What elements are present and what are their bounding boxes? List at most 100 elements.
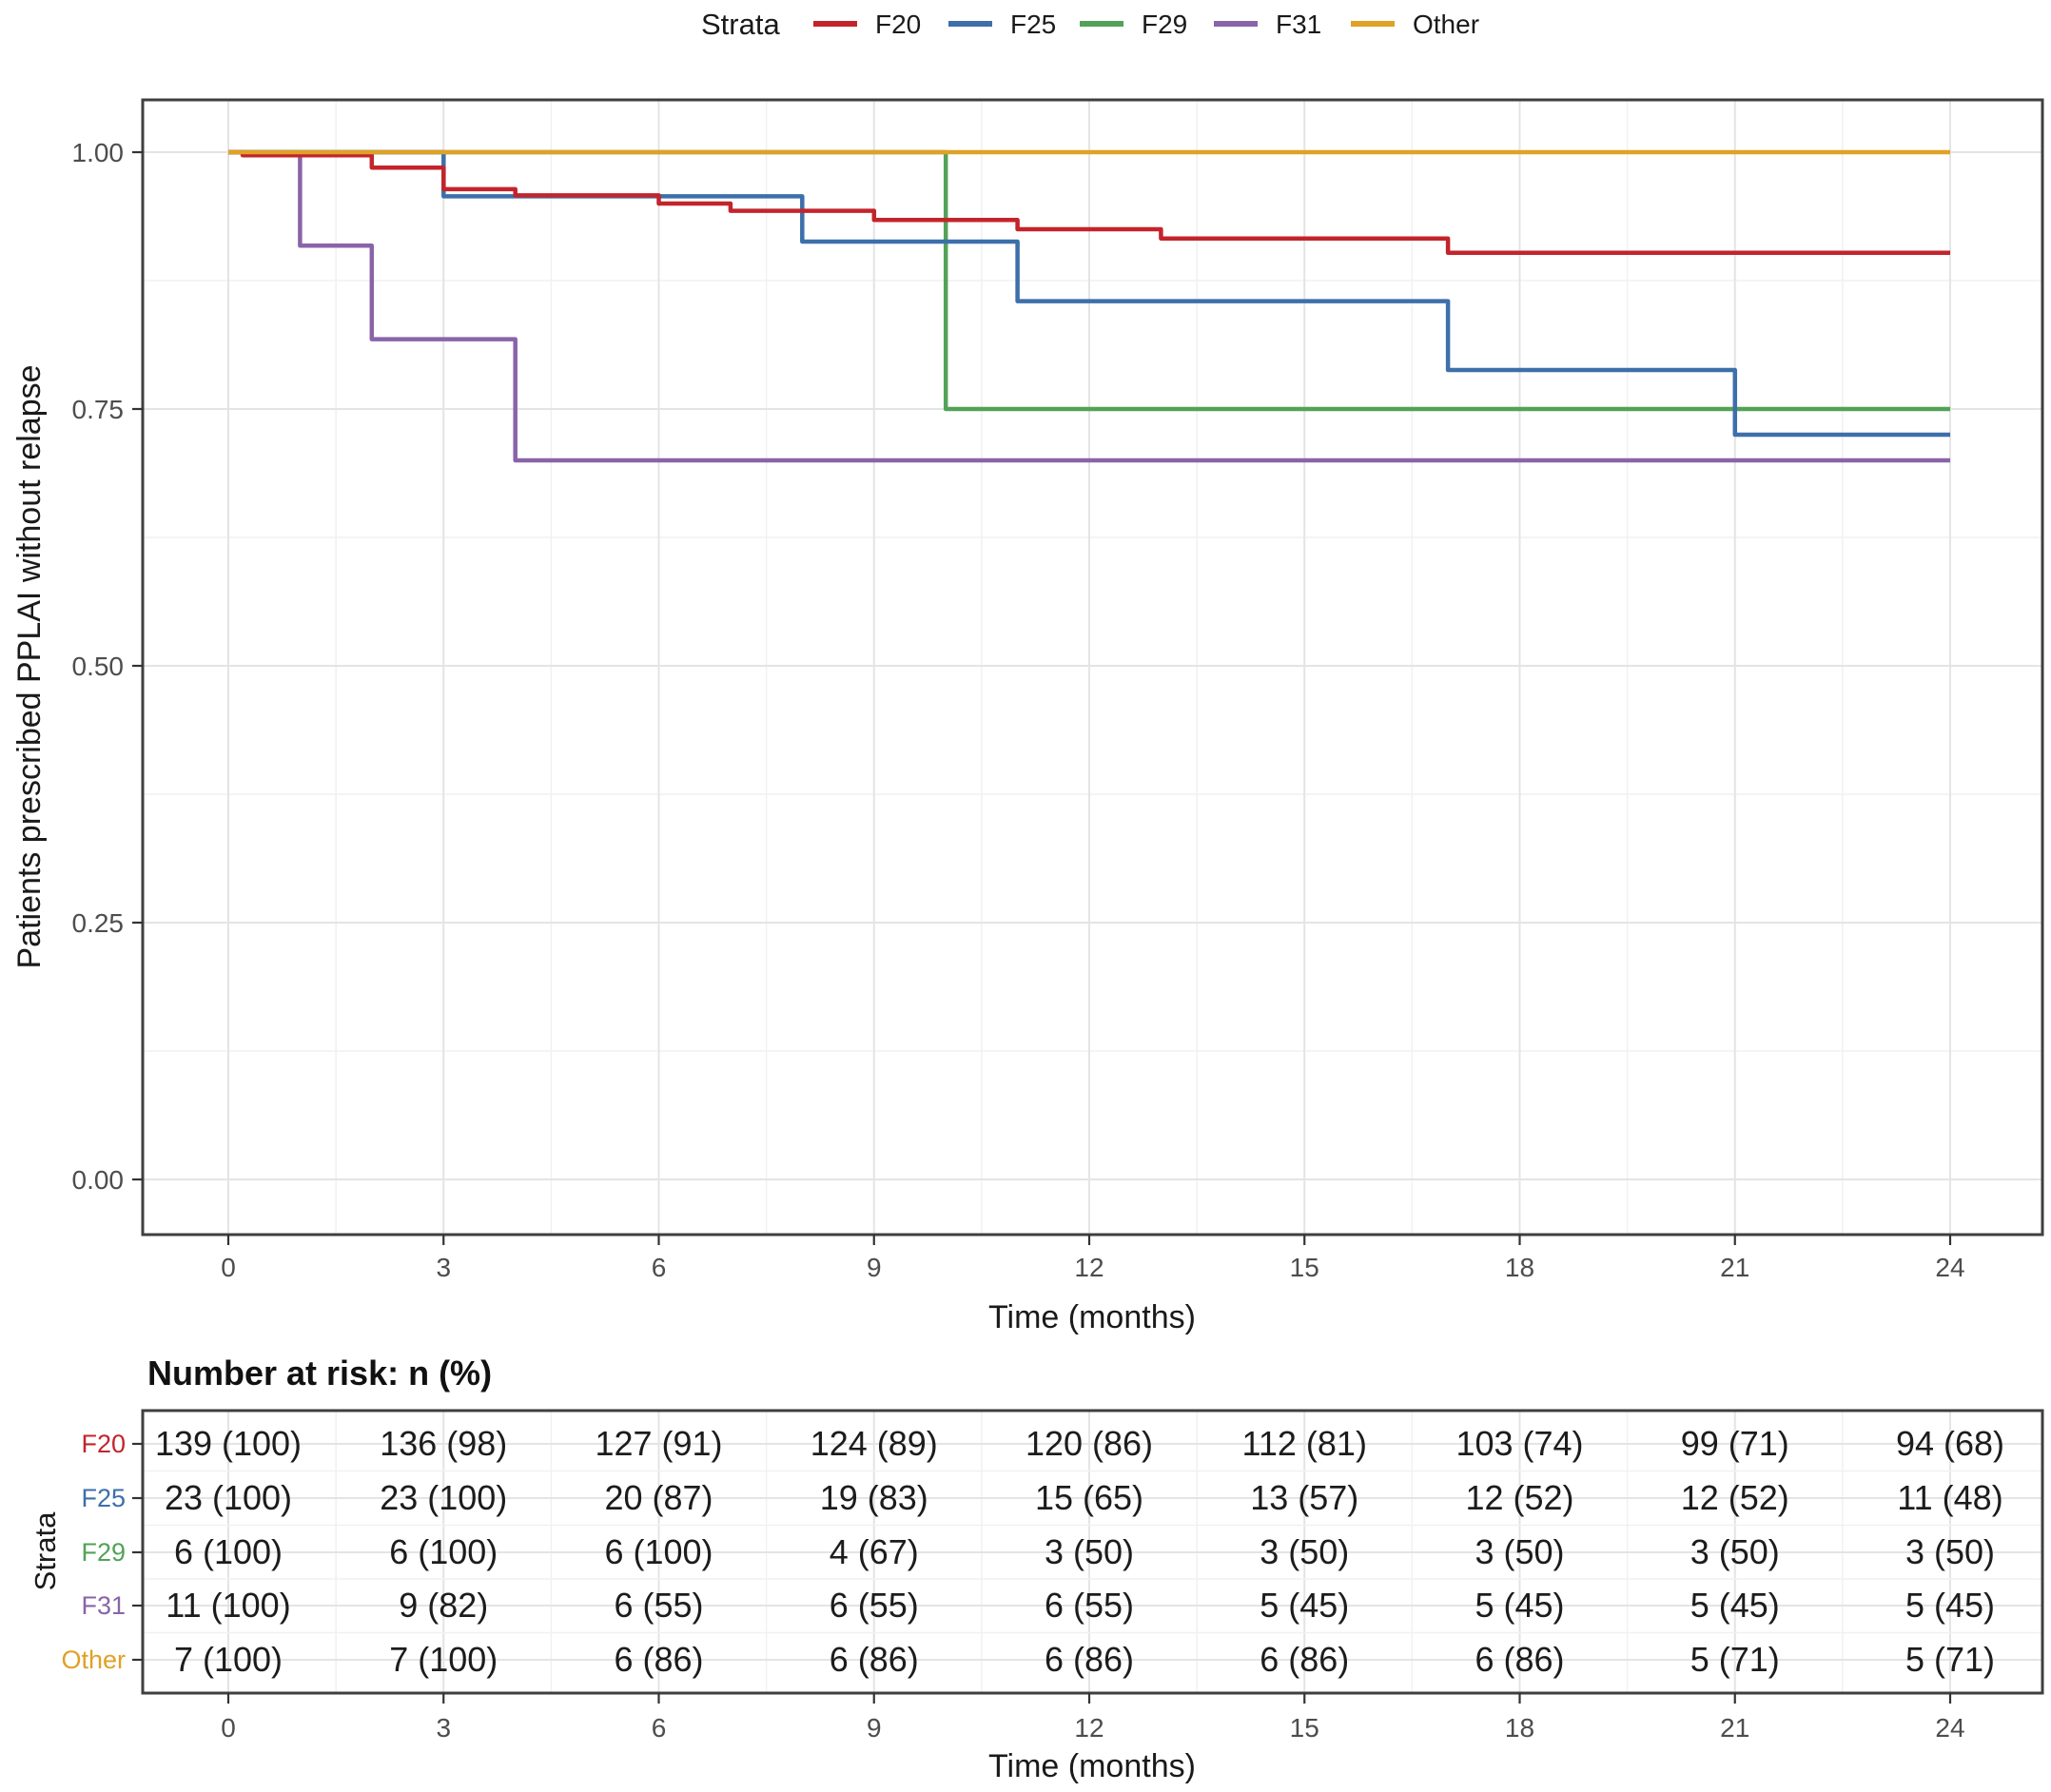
risk-table-title: Number at risk: n (%) <box>147 1354 492 1393</box>
risk-cell: 11 (48) <box>1897 1478 2002 1517</box>
table-x-tick-label: 21 <box>1720 1713 1749 1743</box>
risk-cell: 12 (52) <box>1465 1478 1573 1517</box>
risk-cell: 124 (89) <box>811 1424 938 1463</box>
risk-table-x-title: Time (months) <box>988 1748 1196 1784</box>
risk-cell: 20 (87) <box>604 1478 713 1517</box>
y-tick-label: 0.25 <box>72 908 125 938</box>
y-tick-label: 0.00 <box>72 1165 125 1195</box>
table-x-tick-label: 18 <box>1505 1713 1534 1743</box>
legend-label-F29: F29 <box>1142 10 1187 39</box>
risk-cell: 6 (86) <box>1260 1640 1349 1679</box>
risk-cell: 7 (100) <box>174 1640 283 1679</box>
row-label-F31: F31 <box>81 1591 126 1620</box>
risk-cell: 6 (86) <box>830 1640 919 1679</box>
row-label-F25: F25 <box>81 1484 126 1512</box>
risk-cell: 3 (50) <box>1045 1532 1134 1571</box>
risk-cell: 23 (100) <box>165 1478 292 1517</box>
risk-cell: 6 (100) <box>174 1532 283 1571</box>
risk-cell: 3 (50) <box>1905 1532 1995 1571</box>
risk-table: Number at risk: n (%) Strata F20 139 (100… <box>29 1354 2044 1784</box>
risk-cell: 6 (86) <box>1475 1640 1564 1679</box>
legend-entry-F29: F29 <box>1080 10 1187 39</box>
legend-entry-Other: Other <box>1351 10 1479 39</box>
plot-panel-border <box>141 98 2044 1237</box>
row-label-Other: Other <box>61 1646 126 1674</box>
risk-cell: 103 (74) <box>1455 1424 1583 1463</box>
table-x-tick-label: 0 <box>221 1713 236 1743</box>
legend-label-F25: F25 <box>1010 10 1056 39</box>
risk-cell: 3 (50) <box>1260 1532 1349 1571</box>
curve-F20 <box>228 149 1950 256</box>
risk-cell: 6 (100) <box>604 1532 713 1571</box>
risk-table-row-F25: F25 23 (100) 23 (100) 20 (87) 19 (83) 15 (65)… <box>81 1478 2002 1517</box>
legend-label-F20: F20 <box>875 10 921 39</box>
risk-cell: 7 (100) <box>389 1640 498 1679</box>
risk-cell: 99 (71) <box>1681 1424 1789 1463</box>
table-x-tick-label: 6 <box>652 1713 667 1743</box>
risk-table-rows: F20 139 (100) 136 (98) 127 (91) 124 (89) 120 … <box>61 1424 2004 1679</box>
curve-F31 <box>228 149 1950 463</box>
row-label-F20: F20 <box>81 1430 126 1458</box>
risk-cell: 5 (45) <box>1475 1586 1564 1625</box>
risk-cell: 11 (100) <box>166 1586 290 1625</box>
table-x-tick-label: 12 <box>1074 1713 1104 1743</box>
legend-entry-F31: F31 <box>1214 10 1321 39</box>
x-tick-label: 3 <box>436 1253 451 1282</box>
risk-cell: 13 (57) <box>1250 1478 1358 1517</box>
risk-cell: 9 (82) <box>399 1586 488 1625</box>
x-tick-label: 15 <box>1290 1253 1319 1282</box>
legend-entry-F20: F20 <box>813 10 921 39</box>
table-x-tick-label: 15 <box>1290 1713 1319 1743</box>
risk-cell: 3 (50) <box>1475 1532 1564 1571</box>
x-axis-title: Time (months) <box>988 1299 1196 1335</box>
risk-cell: 6 (55) <box>614 1586 703 1625</box>
legend-entry-F25: F25 <box>948 10 1056 39</box>
main-plot: 1.00 0.75 0.50 0.25 0.00 0 3 6 9 12 15 18 21 24 Patie… <box>11 98 2044 1335</box>
plot-curves <box>228 149 1950 463</box>
legend-label-F31: F31 <box>1276 10 1321 39</box>
risk-cell: 5 (45) <box>1690 1586 1780 1625</box>
risk-cell: 3 (50) <box>1690 1532 1780 1571</box>
risk-table-gridlines <box>143 1411 2042 1693</box>
risk-table-row-Other: Other 7 (100) 7 (100) 6 (86) 6 (86) 6 (86) 6 (… <box>61 1640 1995 1679</box>
x-tick-label: 24 <box>1935 1253 1964 1282</box>
x-tick-label: 18 <box>1505 1253 1534 1282</box>
table-x-tick-label: 24 <box>1935 1713 1964 1743</box>
risk-cell: 19 (83) <box>820 1478 928 1517</box>
legend-title: Strata <box>701 8 780 41</box>
risk-cell: 15 (65) <box>1035 1478 1143 1517</box>
risk-cell: 5 (71) <box>1690 1640 1780 1679</box>
risk-cell: 5 (45) <box>1905 1586 1995 1625</box>
y-tick-label: 0.50 <box>72 652 125 681</box>
y-tick-label: 1.00 <box>72 138 125 167</box>
risk-cell: 6 (100) <box>389 1532 498 1571</box>
risk-table-row-F31: F31 11 (100) 9 (82) 6 (55) 6 (55) 6 (55) 5 (45… <box>81 1586 1995 1625</box>
row-label-F29: F29 <box>81 1538 126 1567</box>
legend-entries: F20 F25 F29 F31 Other <box>813 10 1479 39</box>
risk-cell: 12 (52) <box>1681 1478 1789 1517</box>
risk-cell: 94 (68) <box>1896 1424 2004 1463</box>
plot-gridlines <box>143 100 2042 1235</box>
x-tick-label: 9 <box>867 1253 882 1282</box>
risk-cell: 23 (100) <box>380 1478 507 1517</box>
y-axis-title: Patients prescribed PPLAI without relaps… <box>11 364 48 968</box>
risk-cell: 6 (55) <box>830 1586 919 1625</box>
table-x-tick-label: 3 <box>436 1713 451 1743</box>
risk-table-row-F20: F20 139 (100) 136 (98) 127 (91) 124 (89) 120 … <box>81 1424 2004 1463</box>
risk-cell: 6 (55) <box>1045 1586 1134 1625</box>
risk-cell: 112 (81) <box>1242 1424 1367 1463</box>
x-tick-label: 21 <box>1720 1253 1749 1282</box>
risk-cell: 120 (86) <box>1026 1424 1153 1463</box>
x-tick-label: 6 <box>652 1253 667 1282</box>
risk-cell: 5 (71) <box>1905 1640 1995 1679</box>
x-tick-label: 12 <box>1074 1253 1104 1282</box>
legend: Strata F20 F25 F29 F31 Other <box>701 8 1479 41</box>
risk-cell: 136 (98) <box>380 1424 507 1463</box>
legend-label-Other: Other <box>1413 10 1479 39</box>
risk-table-row-F29: F29 6 (100) 6 (100) 6 (100) 4 (67) 3 (50) 3 (5… <box>81 1532 1995 1571</box>
risk-cell: 127 (91) <box>595 1424 722 1463</box>
y-tick-label: 0.75 <box>72 395 125 424</box>
risk-cell: 6 (86) <box>1045 1640 1134 1679</box>
